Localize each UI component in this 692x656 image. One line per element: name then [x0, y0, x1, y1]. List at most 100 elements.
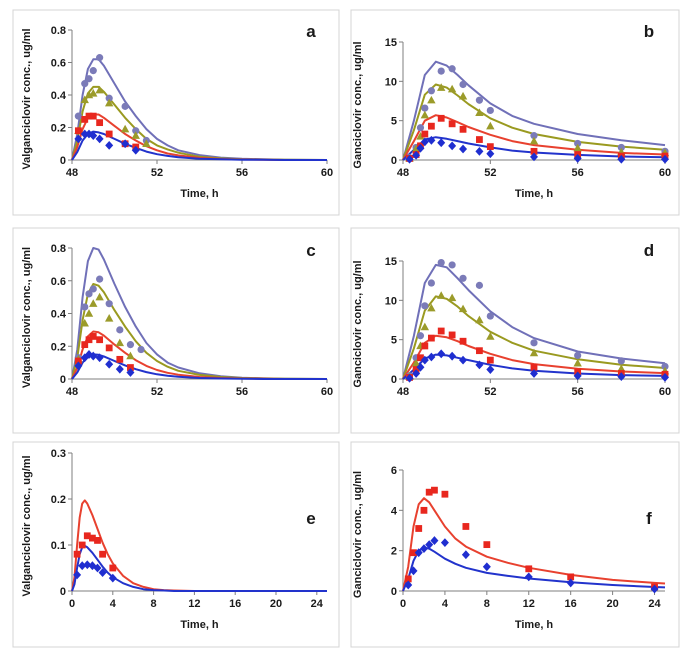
y-tick-label: 5	[391, 116, 397, 128]
data-point	[420, 137, 429, 147]
data-point	[409, 566, 418, 576]
data-point	[459, 355, 468, 365]
data-point	[81, 341, 89, 349]
series-points-high-dose-observed	[404, 486, 658, 591]
series-points-low-dose-observed	[74, 350, 135, 377]
x-tick-label: 4	[110, 598, 117, 610]
data-point	[430, 536, 439, 545]
x-tick-label: 48	[66, 386, 78, 398]
y-tick-label: 0.8	[51, 25, 66, 37]
data-point	[486, 106, 494, 115]
x-tick-label: 16	[229, 598, 241, 610]
data-point	[448, 351, 457, 361]
data-point	[459, 125, 467, 133]
x-tick-label: 4	[442, 598, 449, 610]
series-points-low-mid-dose-observed	[74, 333, 134, 371]
data-point	[131, 145, 140, 155]
data-point	[427, 95, 436, 104]
x-tick-label: 60	[321, 167, 333, 179]
data-point	[83, 532, 91, 540]
x-tick-label: 60	[659, 386, 671, 398]
x-axis-label: Time, h	[515, 619, 554, 631]
y-tick-label: 0	[60, 374, 66, 386]
data-point	[574, 351, 582, 359]
data-point	[99, 550, 106, 558]
data-point	[416, 124, 425, 132]
data-point	[529, 348, 539, 357]
data-point	[486, 143, 494, 151]
panel-c: 0 0.2 0.4 0.6 0.8 48 52 56 60 Valganciclovir conc…	[12, 227, 340, 434]
data-point	[524, 572, 533, 582]
data-point	[475, 96, 484, 104]
panel-frame	[12, 227, 340, 434]
data-point	[427, 135, 436, 145]
data-point	[617, 357, 625, 365]
y-tick-label: 0.4	[51, 309, 67, 321]
y-tick-label: 0	[391, 155, 397, 167]
data-point	[109, 564, 117, 572]
data-point	[85, 290, 93, 298]
y-tick-label: 0.2	[51, 341, 66, 353]
x-tick-label: 0	[400, 598, 406, 610]
panel-frame	[350, 441, 680, 648]
data-point	[95, 292, 104, 301]
y-tick-label: 0.4	[51, 90, 67, 102]
data-point	[420, 355, 429, 365]
panel-letter: b	[644, 22, 654, 41]
y-tick-label: 5	[391, 335, 397, 347]
data-point	[459, 80, 467, 89]
data-point	[120, 124, 130, 133]
data-point	[80, 129, 89, 139]
data-point	[116, 355, 124, 363]
x-tick-label: 16	[565, 598, 577, 610]
data-point	[421, 130, 429, 138]
panel-letter: a	[306, 22, 316, 41]
data-point	[416, 143, 425, 153]
data-point	[412, 150, 421, 160]
data-point	[437, 83, 446, 91]
data-point	[437, 327, 445, 335]
data-point	[105, 130, 113, 138]
data-point	[617, 364, 626, 372]
data-point	[440, 538, 449, 547]
data-point	[414, 548, 423, 558]
data-point	[448, 261, 456, 269]
data-point	[573, 143, 582, 152]
data-point	[84, 309, 94, 317]
data-point	[132, 127, 140, 135]
data-point	[530, 152, 538, 162]
series-points-low-dose-observed	[405, 135, 669, 164]
data-point	[427, 122, 435, 130]
data-point	[419, 544, 428, 554]
data-point	[410, 549, 417, 557]
data-point	[416, 332, 425, 340]
y-axis-label: Ganciclovir conc., ug/ml	[352, 260, 364, 387]
data-point	[89, 351, 98, 361]
data-point	[431, 486, 438, 494]
x-tick-label: 12	[523, 598, 535, 610]
data-point	[448, 141, 457, 151]
data-point	[447, 293, 457, 302]
data-point	[89, 333, 97, 340]
x-tick-label: 24	[648, 598, 661, 610]
x-axis-label: Time, h	[180, 619, 219, 631]
data-point	[486, 365, 495, 374]
panel-d: 0 5 10 15 48 52 56 60 Ganciclovir conc., ug/ml d	[350, 227, 680, 434]
series-line-high-dose-model	[402, 60, 666, 161]
data-point	[89, 131, 98, 141]
data-point	[441, 490, 449, 498]
data-point	[95, 85, 104, 94]
data-point	[73, 570, 82, 580]
y-axis-label: Valganciclovir conc., ug/ml	[21, 28, 33, 169]
data-point	[115, 338, 125, 347]
y-axis-label: Valganciclovir conc., ug/ml	[21, 247, 33, 388]
y-tick-label: 0.1	[51, 540, 66, 552]
data-point	[94, 537, 101, 544]
data-point	[617, 372, 626, 382]
data-point	[126, 351, 135, 360]
data-point	[425, 540, 434, 550]
data-point	[421, 342, 429, 350]
data-point	[475, 146, 484, 156]
data-point	[476, 347, 483, 355]
